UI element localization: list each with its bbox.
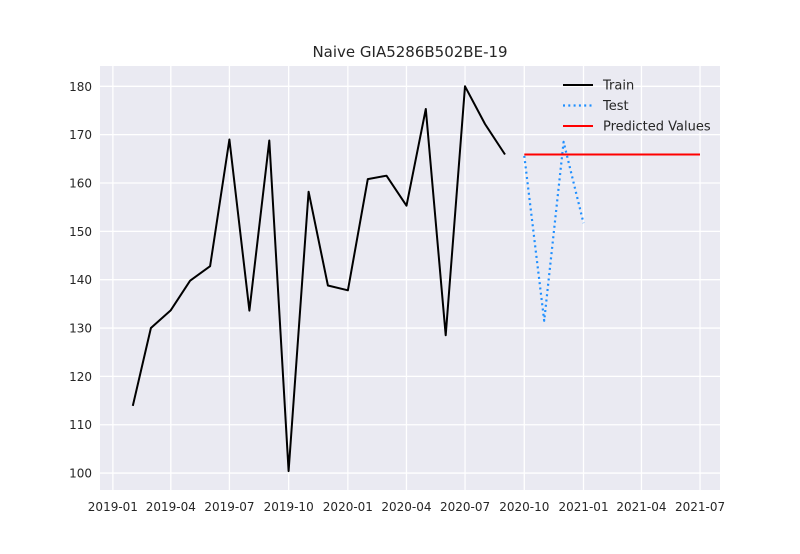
y-tick-label: 130 — [69, 322, 92, 336]
y-tick-label: 120 — [69, 370, 92, 384]
plot-area — [100, 66, 720, 490]
y-tick-label: 160 — [69, 176, 92, 190]
grid-lines — [100, 66, 720, 490]
x-tick-label: 2021-04 — [616, 500, 666, 514]
x-tick-label: 2019-10 — [264, 500, 314, 514]
x-tick-label: 2019-01 — [88, 500, 138, 514]
y-tick-label: 110 — [69, 418, 92, 432]
x-tick-label: 2020-07 — [440, 500, 490, 514]
x-tick-label: 2020-01 — [323, 500, 373, 514]
series-line-0 — [131, 85, 506, 473]
x-tick-label: 2021-07 — [675, 500, 725, 514]
y-tick-label: 170 — [69, 128, 92, 142]
y-tick-label: 140 — [69, 273, 92, 287]
legend-label: Train — [602, 79, 634, 94]
chart-title: Naive GIA5286B502BE-19 — [312, 43, 507, 61]
y-tick-label: 180 — [69, 80, 92, 94]
series-lines — [131, 85, 700, 473]
y-tick-label: 100 — [69, 467, 92, 481]
legend-label: Test — [602, 99, 629, 114]
y-axis-ticks: 100 110 120 130 140 150 160 170 180 — [69, 80, 92, 481]
x-tick-label: 2021-01 — [558, 500, 608, 514]
y-tick-label: 150 — [69, 225, 92, 239]
x-tick-label: 2020-04 — [381, 500, 431, 514]
x-tick-label: 2020-10 — [499, 500, 549, 514]
x-axis-ticks: 2019-01 2019-04 2019-07 2019-10 2020-01 2020-… — [88, 500, 725, 514]
x-tick-label: 2019-04 — [146, 500, 196, 514]
legend: Train Test Predicted Values — [563, 79, 711, 135]
series-line-1 — [523, 140, 585, 322]
legend-label: Predicted Values — [603, 120, 711, 135]
x-tick-label: 2019-07 — [204, 500, 254, 514]
